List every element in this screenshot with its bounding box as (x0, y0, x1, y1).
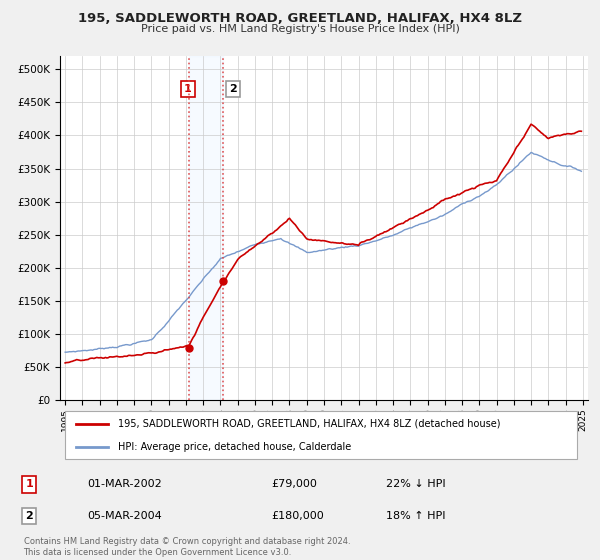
Text: 22% ↓ HPI: 22% ↓ HPI (386, 479, 446, 489)
FancyBboxPatch shape (65, 412, 577, 459)
Text: Contains HM Land Registry data © Crown copyright and database right 2024.
This d: Contains HM Land Registry data © Crown c… (23, 538, 350, 557)
Text: 1: 1 (184, 84, 192, 94)
Text: 05-MAR-2004: 05-MAR-2004 (87, 511, 161, 521)
Text: 2: 2 (229, 84, 237, 94)
Text: 1: 1 (25, 479, 33, 489)
Text: 195, SADDLEWORTH ROAD, GREETLAND, HALIFAX, HX4 8LZ: 195, SADDLEWORTH ROAD, GREETLAND, HALIFA… (78, 12, 522, 25)
Text: £79,000: £79,000 (271, 479, 317, 489)
Text: Price paid vs. HM Land Registry's House Price Index (HPI): Price paid vs. HM Land Registry's House … (140, 24, 460, 34)
Bar (189, 56, 223, 400)
Text: 01-MAR-2002: 01-MAR-2002 (87, 479, 161, 489)
Text: 2: 2 (25, 511, 33, 521)
Text: £180,000: £180,000 (271, 511, 324, 521)
Text: 195, SADDLEWORTH ROAD, GREETLAND, HALIFAX, HX4 8LZ (detached house): 195, SADDLEWORTH ROAD, GREETLAND, HALIFA… (118, 419, 500, 429)
Text: HPI: Average price, detached house, Calderdale: HPI: Average price, detached house, Cald… (118, 442, 352, 452)
Text: 18% ↑ HPI: 18% ↑ HPI (386, 511, 446, 521)
